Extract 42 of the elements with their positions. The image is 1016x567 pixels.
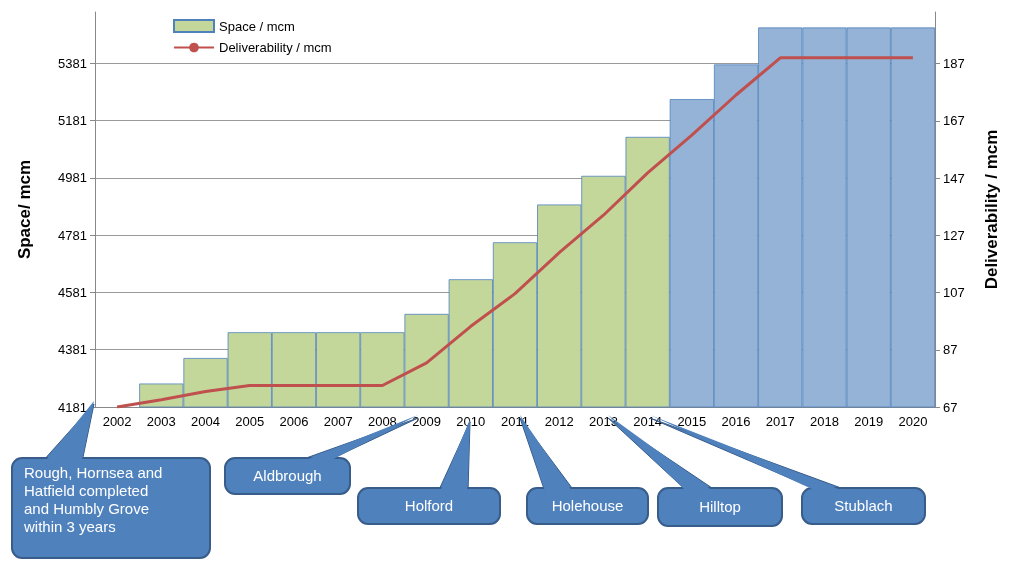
legend-label: Space / mcm [219,18,295,34]
x-tick-label: 2018 [810,414,839,429]
y2-tick-label: 67 [943,399,958,415]
y2-tick-label: 127 [943,227,965,243]
x-tick-label: 2010 [456,414,486,429]
y-tick-label: 4581 [58,284,87,300]
y-tick-label: 5181 [58,113,87,129]
y2-tick-label: 107 [943,285,965,301]
line-series [115,56,915,409]
y-tick-label: 4381 [58,342,87,358]
text: Holford [404,497,454,515]
y2-tick-label: 167 [943,113,965,129]
x-tick-label: 2007 [323,414,353,429]
x-tick-label: 2019 [854,414,884,429]
x-tick-label: 2002 [102,414,132,429]
x-tick-label: 2017 [765,414,795,429]
text: Aldbrough [253,467,322,485]
x-tick-label: 2009 [412,414,442,429]
x-tick-label: 2016 [721,414,751,429]
y-tick-label: 4981 [58,170,87,186]
y-axis-title: Space/ mcm [15,159,34,260]
x-tick-label: 2004 [191,414,220,429]
text: Rough, Hornsea and Hatfield completed and Humbly Grove within 3 years [24,464,164,536]
legend-label: Deliverability / mcm [219,40,332,55]
text: Holehouse [551,497,624,515]
x-tick-label: 2012 [544,414,574,429]
text: Hilltop [699,498,741,516]
y-tick-label: 4781 [58,227,87,243]
y-tick-label: 4181 [58,399,87,415]
x-tick-label: 2020 [898,414,928,429]
x-tick-label: 2015 [677,414,707,429]
y2-tick-label: 147 [943,170,965,186]
x-tick-label: 2014 [633,414,663,429]
x-tick-label: 2003 [146,414,176,429]
x-tick-label: 2005 [235,414,265,429]
x-tick-label: 2008 [367,414,397,429]
y2-tick-label: 87 [943,342,958,358]
y2-axis-title: Deliverability / mcm [982,129,1001,290]
text: Stublach [834,497,893,515]
x-tick-label: 2006 [279,414,309,429]
y2-tick-label: 187 [943,56,965,72]
y-tick-label: 5381 [58,55,87,71]
